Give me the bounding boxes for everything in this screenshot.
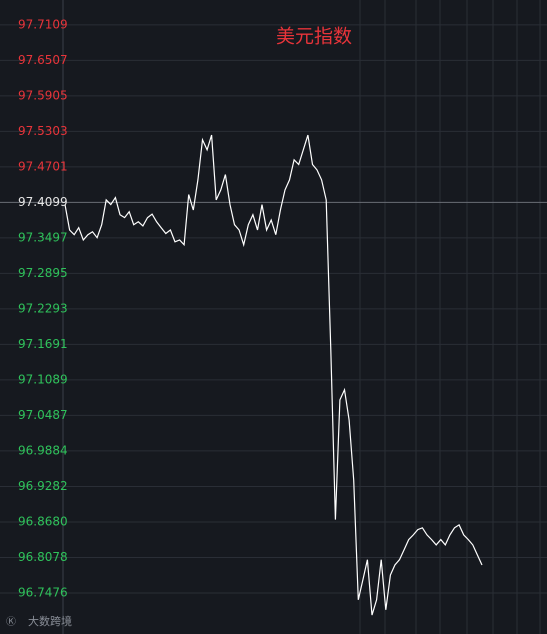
y-tick-label: 96.9884 [18,443,68,457]
watermark-icon: Ⓚ [6,616,16,628]
y-tick-label: 97.3497 [18,230,68,244]
chart-title: 美元指数 [276,26,352,48]
y-tick-label: 97.1691 [18,337,68,351]
y-tick-label: 96.9282 [18,479,68,493]
y-tick-label: 97.7109 [18,17,68,31]
price-line [64,134,483,616]
y-tick-label: 96.7476 [18,585,68,599]
y-tick-label: 97.5905 [18,88,68,102]
y-tick-label: 96.8680 [18,514,68,528]
y-tick-label: 97.4099 [18,195,68,209]
vertical-grid [359,0,541,634]
watermark-text: 大数跨境 [28,614,72,628]
y-tick-label: 97.2293 [18,301,68,315]
y-tick-label: 97.1089 [18,372,68,386]
y-tick-label: 96.8078 [18,550,68,564]
y-tick-label: 97.5303 [18,124,68,138]
y-tick-label: 97.4701 [18,159,68,173]
y-tick-label: 97.0487 [18,408,68,422]
y-tick-label: 97.6507 [18,53,68,67]
watermark: Ⓚ 大数跨境 [6,614,72,628]
y-tick-label: 97.2895 [18,266,68,280]
